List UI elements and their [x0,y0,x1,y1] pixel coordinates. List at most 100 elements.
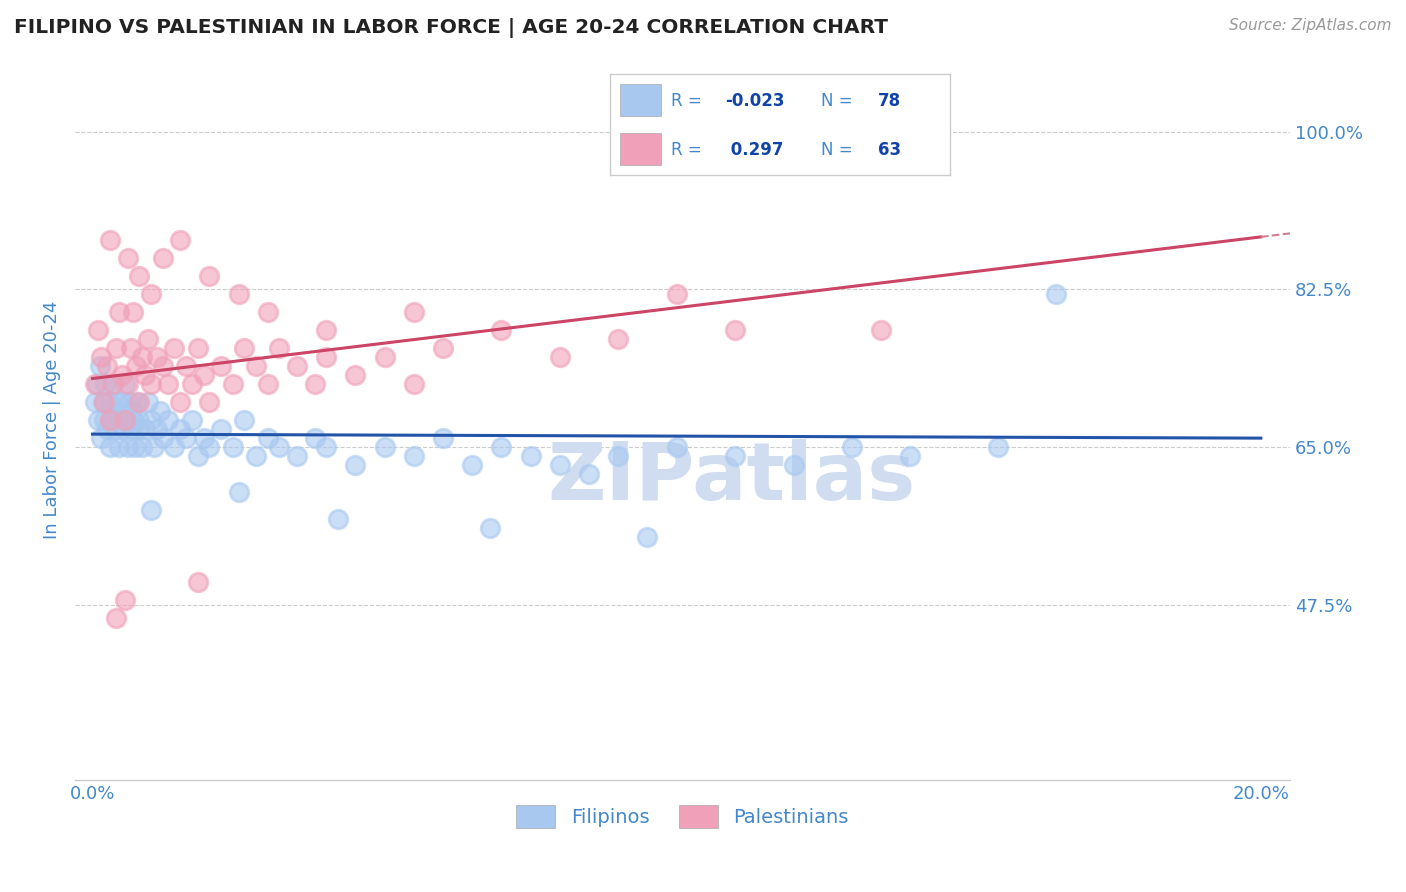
Point [120,422,142,436]
Point [118,395,141,409]
Point [461,458,484,472]
Point [122,305,145,319]
Point [104,341,127,355]
Point [87,413,110,427]
Point [87,323,110,337]
Point [209,359,232,373]
Point [193,368,215,382]
Point [607,449,630,463]
Point [607,332,630,346]
Point [124,440,146,454]
Point [114,413,136,427]
Point [110,413,132,427]
Point [157,413,180,427]
Point [256,431,278,445]
Point [374,440,396,454]
Point [578,467,600,481]
Point [114,376,136,391]
Point [117,376,139,391]
Point [432,341,454,355]
Point [134,368,156,382]
Point [128,413,150,427]
Point [125,359,148,373]
Point [724,449,747,463]
Point [724,323,747,337]
Point [432,431,454,445]
Point [326,512,349,526]
Point [245,359,267,373]
Point [304,431,326,445]
Point [665,440,688,454]
Point [117,251,139,265]
Point [93,413,115,427]
Point [115,413,138,427]
Point [131,350,153,364]
Point [86,376,108,391]
Point [187,449,209,463]
Point [139,376,162,391]
Point [285,359,308,373]
Point [128,395,150,409]
Point [111,422,134,436]
Point [152,359,174,373]
Point [304,376,326,391]
Point [898,449,921,463]
Point [111,368,134,382]
Point [98,413,121,427]
Point [285,449,308,463]
Point [233,341,256,355]
Y-axis label: In Labor Force | Age 20-24: In Labor Force | Age 20-24 [44,301,60,539]
Point [315,323,337,337]
Point [136,395,159,409]
Point [548,350,571,364]
Point [374,350,396,364]
Point [841,440,863,454]
Point [117,440,139,454]
Point [105,395,128,409]
Point [222,376,245,391]
Point [402,376,425,391]
Point [98,440,121,454]
Point [402,449,425,463]
Legend: Filipinos, Palestinians: Filipinos, Palestinians [509,797,856,836]
Point [174,431,197,445]
Point [91,395,114,409]
Text: Source: ZipAtlas.com: Source: ZipAtlas.com [1229,18,1392,33]
Point [157,376,180,391]
Point [478,521,501,535]
Point [256,376,278,391]
Point [101,376,124,391]
Point [198,395,221,409]
Point [84,376,107,391]
Point [315,350,337,364]
Point [1045,286,1067,301]
Point [101,376,124,391]
Point [152,251,174,265]
Point [163,440,186,454]
Point [870,323,893,337]
Point [163,341,186,355]
Point [97,395,120,409]
Point [344,458,367,472]
Point [315,440,337,454]
Point [665,286,688,301]
Point [152,431,174,445]
Point [96,359,118,373]
Point [131,440,153,454]
Point [139,286,162,301]
Point [637,530,659,544]
Point [519,449,541,463]
Point [269,440,291,454]
Point [136,332,159,346]
Point [104,611,127,625]
Point [169,422,191,436]
Point [84,395,107,409]
Point [94,376,117,391]
Point [198,268,221,283]
Point [169,233,191,247]
Point [209,422,232,436]
Point [134,422,156,436]
Point [90,350,112,364]
Point [269,341,291,355]
Point [187,575,209,590]
